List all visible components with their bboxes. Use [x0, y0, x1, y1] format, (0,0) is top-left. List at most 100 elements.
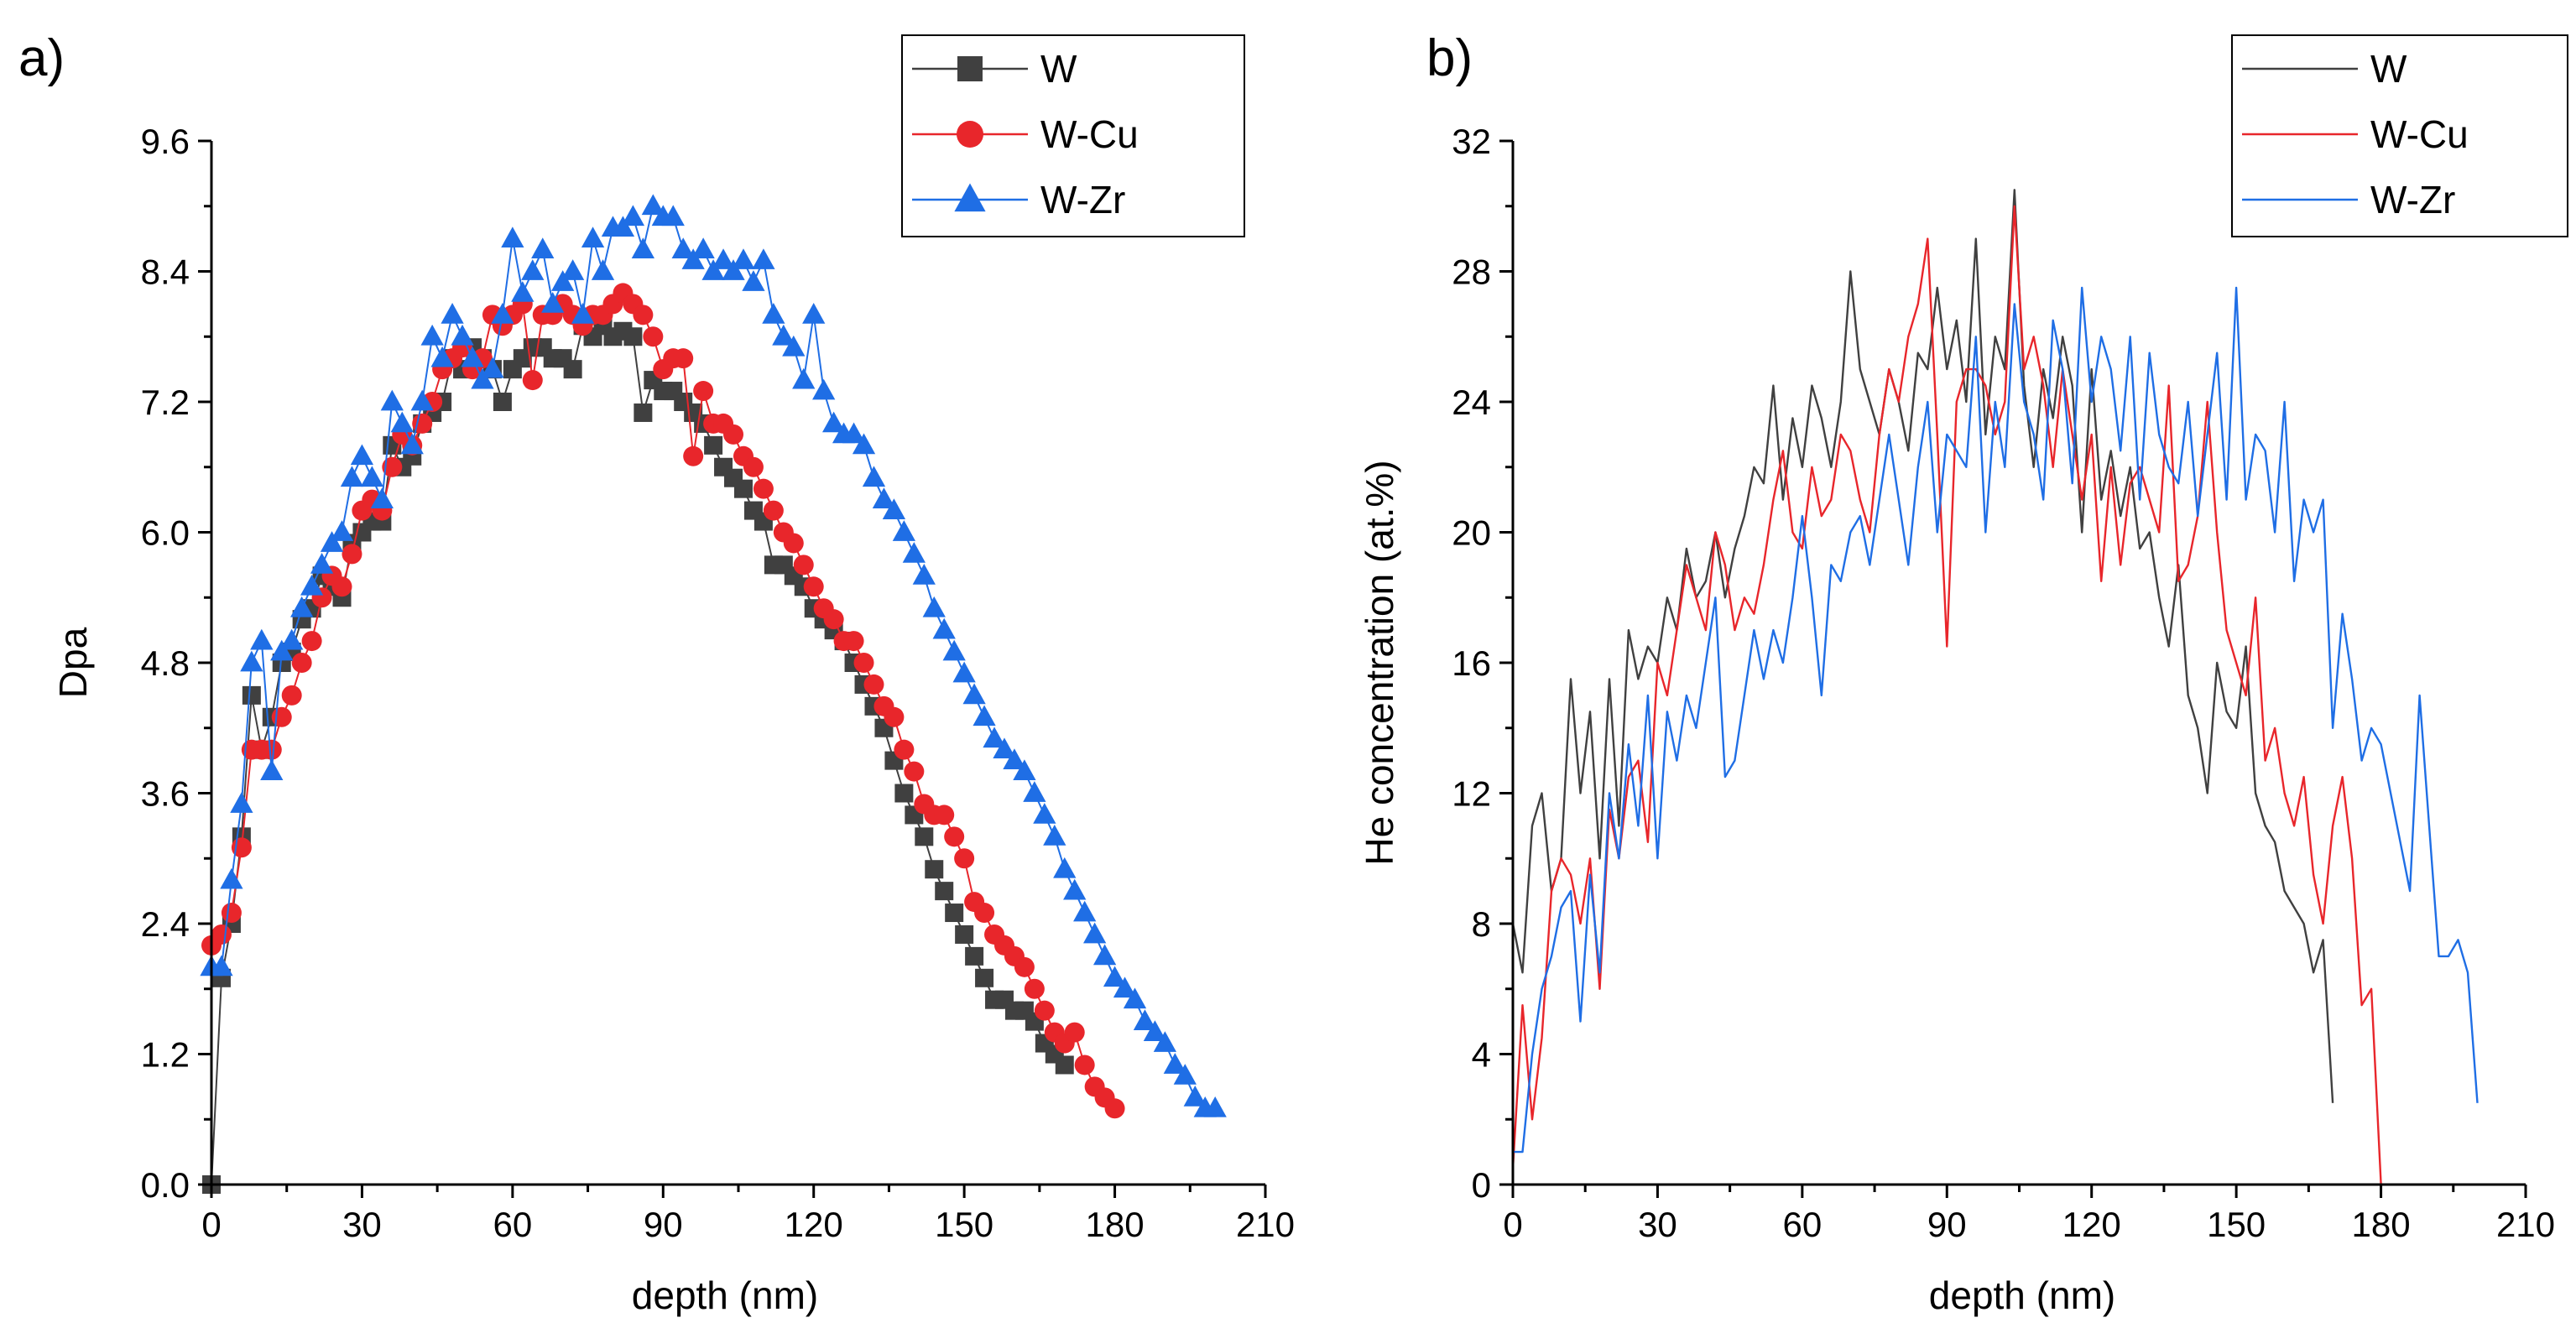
panel-a-series-w-cu-point [683, 445, 704, 466]
panel-a-series-w-point [925, 860, 944, 879]
panel-a-series-w-zr-point [471, 367, 494, 389]
panel-a-series-w-cu-point [1034, 1000, 1055, 1021]
panel-a-legend: W W-Cu W-Zr [901, 34, 1245, 237]
panel-b-x-tick-label: 210 [2496, 1205, 2555, 1244]
panel-a-series-w-cu-point [884, 706, 905, 727]
panel-b-y-tick-label: 12 [1452, 774, 1491, 814]
panel-b-x-tick-label: 150 [2207, 1205, 2266, 1244]
panel-a-series-w-zr-point [762, 303, 785, 324]
panel-b-y-tick-label: 16 [1452, 643, 1491, 683]
panel-a-series-w-cu-point [693, 381, 714, 402]
panel-a-legend-w-label: W [1040, 47, 1077, 91]
panel-a-series-w-zr-point [932, 617, 956, 639]
panel-a-y-tick-label: 0.0 [141, 1165, 190, 1205]
panel-a-series-w-zr-point [521, 259, 545, 280]
panel-a-series-w-cu-point [271, 706, 292, 727]
panel-a-series-w-cu-point [954, 848, 975, 869]
panel-a-series-w-zr-point [310, 553, 334, 574]
panel-a-series-w-point [733, 479, 753, 498]
panel-a-x-tick-label: 0 [201, 1205, 221, 1244]
panel-b-x-axis-title: depth (nm) [1929, 1273, 2115, 1317]
panel-a-dpa-chart: a) 0 30 60 90 120 150 180 210 0.0 1.2 2.4 3.6 4.8 6.0… [18, 29, 1295, 1317]
panel-a-series-w-point [704, 435, 723, 455]
panel-b-series-w-line [1511, 189, 2334, 1103]
panel-b-legend-w-cu: W-Cu [2242, 112, 2469, 156]
panel-a-legend-w-cu-marker-point [957, 121, 983, 148]
panel-a-series-w-cu-point [1014, 956, 1035, 977]
panel-a-series-w-zr-point [370, 487, 394, 509]
panel-a-series-w-cu-point [633, 305, 654, 325]
panel-a-legend-w-cu-label: W-Cu [1040, 112, 1139, 156]
panel-a-series-w-zr-point [742, 270, 765, 291]
panel-a-series-w [202, 316, 1074, 1194]
panel-b-y-tick-label: 32 [1452, 122, 1491, 161]
panel-a-series-w-cu-point [1104, 1098, 1125, 1119]
panel-a-series-w-zr-point [1153, 1031, 1177, 1052]
panel-a-series-w-zr-point [551, 270, 575, 291]
panel-a-series-w-zr-point [722, 259, 745, 280]
panel-b-x-tick-label: 180 [2352, 1205, 2411, 1244]
panel-a-series-w-cu-point [522, 370, 543, 391]
panel-a-series-w-zr-point [942, 639, 966, 661]
panel-a-series-w-zr-point [912, 564, 936, 585]
panel-a-series-w-cu-point [643, 326, 664, 347]
panel-a-series-w-zr-point [1033, 803, 1056, 824]
panel-a-series-w-cu-point [823, 609, 844, 630]
panel-a-series-w-point [975, 968, 994, 987]
panel-b-y-tick-label: 28 [1452, 253, 1491, 292]
panel-b-x-tick-label: 30 [1638, 1205, 1677, 1244]
panel-a-series-w-zr-point [661, 205, 685, 227]
panel-label-b: b) [1426, 29, 1473, 87]
panel-a-plot-area: 0 30 60 90 120 150 180 210 0.0 1.2 2.4 3.6 4.8 6.0 7.2… [141, 122, 1295, 1244]
panel-b-x-tick-label: 0 [1503, 1205, 1522, 1244]
panel-a-series-w-point [915, 827, 934, 846]
panel-a-series-w-zr [200, 194, 1227, 1117]
panel-b-plot-area: 0 30 60 90 120 150 180 210 0 4 8 12 16 20 24 28 32 [1452, 122, 2555, 1244]
panel-a-series-w-zr-point [782, 335, 806, 357]
panel-a-series-w-cu-point [673, 348, 694, 369]
panel-a-series-w-zr-point [732, 248, 755, 269]
panel-a-series-w-zr-point [1023, 781, 1046, 802]
panel-a-series-w-cu-point [331, 576, 352, 597]
panel-b-series-w [1511, 189, 2334, 1103]
panel-a-series-w-zr-point [1183, 1086, 1207, 1107]
panel-a-x-tick-label: 150 [935, 1205, 993, 1244]
panel-b-y-tick-label: 8 [1472, 904, 1491, 944]
panel-a-series-w-zr-point [581, 227, 605, 248]
panel-a-series-w-zr-point [300, 574, 324, 596]
panel-a-series-w-zr-point [491, 303, 514, 324]
panel-a-series-w-zr-point [320, 531, 344, 552]
panel-a-series-w-cu-point [221, 903, 242, 924]
panel-a-series-w-zr-point [812, 378, 836, 400]
panel-a-series-w-zr-point [621, 205, 645, 227]
panel-a-series-w-zr-point [230, 792, 253, 813]
panel-a-series-w-point [945, 904, 964, 923]
panel-a-series-w-zr-point [872, 487, 896, 509]
panel-a-legend-w-cu: W-Cu [912, 112, 1139, 156]
panel-a-series-w-zr-point [611, 216, 635, 237]
panel-a-series-w-zr-point [390, 411, 414, 433]
panel-a-series-w-zr-point [531, 237, 555, 258]
panel-a-series-w-zr-point [260, 759, 284, 780]
panel-a-series-w-zr-point [1053, 857, 1077, 878]
panel-a-series-w-zr-point [400, 433, 424, 455]
panel-a-series-w-zr-point [541, 292, 565, 313]
panel-a-series-w-zr-point [1163, 1053, 1186, 1074]
panel-a-y-tick-label: 8.4 [141, 253, 190, 292]
panel-a-series-w-zr-point [290, 596, 314, 617]
panel-a-series-w-cu-point [743, 456, 764, 477]
panel-a-series-w-cu-point [793, 555, 814, 575]
panel-b-series-w-cu [1511, 205, 2382, 1185]
panel-a-series-w-zr-point [1173, 1064, 1197, 1085]
panel-b-legend-w-cu-label: W-Cu [2370, 112, 2469, 156]
panel-a-series-w-zr-point [410, 389, 434, 411]
panel-a-y-tick-label: 9.6 [141, 122, 190, 161]
panel-a-series-w-cu-point [1064, 1022, 1085, 1043]
panel-a-series-w-point [1055, 1055, 1074, 1075]
panel-b-series-w-zr [1513, 286, 2479, 1154]
panel-b-x-tick-label: 90 [1927, 1205, 1967, 1244]
panel-a-series-w-zr-point [420, 324, 444, 346]
panel-a-series-w-cu-point [301, 631, 322, 652]
panel-a-series-w-zr-point [481, 357, 504, 378]
